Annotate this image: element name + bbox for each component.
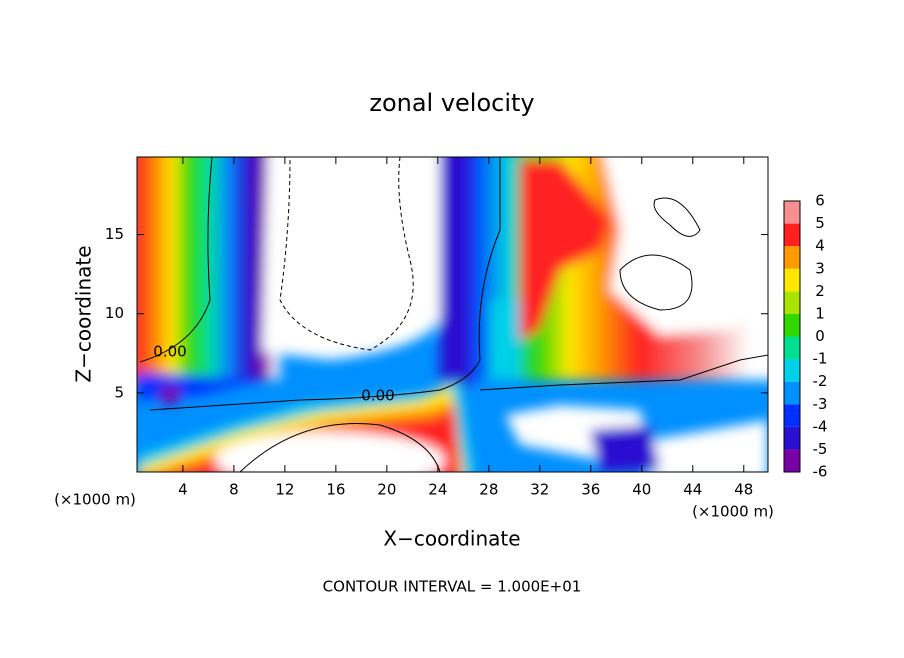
colorbar-band <box>784 246 800 269</box>
y-tick-label: 15 <box>105 225 124 243</box>
colorbar-label: 3 <box>815 259 825 277</box>
x-tick-label: 8 <box>229 481 239 499</box>
colorbar-band <box>784 404 800 427</box>
x-tick-label: 16 <box>326 481 345 499</box>
colorbar-label: -1 <box>813 350 828 368</box>
x-tick-label: 36 <box>581 481 600 499</box>
colorbar-label: -2 <box>813 372 828 390</box>
colorbar-label: -5 <box>813 440 828 458</box>
x-tick-label: 44 <box>683 481 702 499</box>
x-tick-label: 28 <box>479 481 498 499</box>
x-axis-label: X−coordinate <box>383 527 520 551</box>
x-unit: (×1000 m) <box>692 503 774 521</box>
x-tick-label: 40 <box>632 481 651 499</box>
colorbar-label: 6 <box>815 192 825 210</box>
colorbar-band <box>784 201 800 224</box>
x-tick-label: 24 <box>428 481 447 499</box>
x-tick-label: 32 <box>530 481 549 499</box>
contour-label: 0.00 <box>153 343 186 361</box>
colorbar-label: 5 <box>815 214 825 232</box>
contour-label: 0.00 <box>361 387 394 405</box>
y-tick-label: 5 <box>114 383 124 401</box>
field <box>137 157 768 472</box>
colorbar-label: -4 <box>813 417 828 435</box>
chart-title: zonal velocity <box>369 89 534 117</box>
colorbar-label: -3 <box>813 395 828 413</box>
colorbar-band <box>784 381 800 405</box>
colorbar-band <box>784 291 800 314</box>
colorbar-band <box>784 449 800 472</box>
colorbar-band <box>784 223 800 247</box>
colorbar-label: 1 <box>815 304 825 322</box>
x-tick-label: 20 <box>377 481 396 499</box>
x-tick-label: 4 <box>178 481 188 499</box>
plot-frame <box>136 156 769 473</box>
colorbar-label: 2 <box>815 282 825 300</box>
colorbar-label: -6 <box>813 463 828 481</box>
colorbar-frame <box>783 200 801 473</box>
colorbar-label: 0 <box>815 327 825 345</box>
y-tick-label: 10 <box>105 304 124 322</box>
x-unit: (×1000 m) <box>54 491 136 509</box>
colorbar-band <box>784 426 800 450</box>
colorbar-band <box>784 359 800 382</box>
colorbar-band <box>784 313 800 337</box>
colorbar-band <box>784 336 800 360</box>
colorbar-band <box>784 268 800 292</box>
x-tick-label: 48 <box>734 481 753 499</box>
colorbar-label: 4 <box>815 237 825 255</box>
y-axis-label: Z−coordinate <box>72 245 96 382</box>
footnote: CONTOUR INTERVAL = 1.000E+01 <box>323 578 582 596</box>
x-tick-label: 12 <box>275 481 294 499</box>
